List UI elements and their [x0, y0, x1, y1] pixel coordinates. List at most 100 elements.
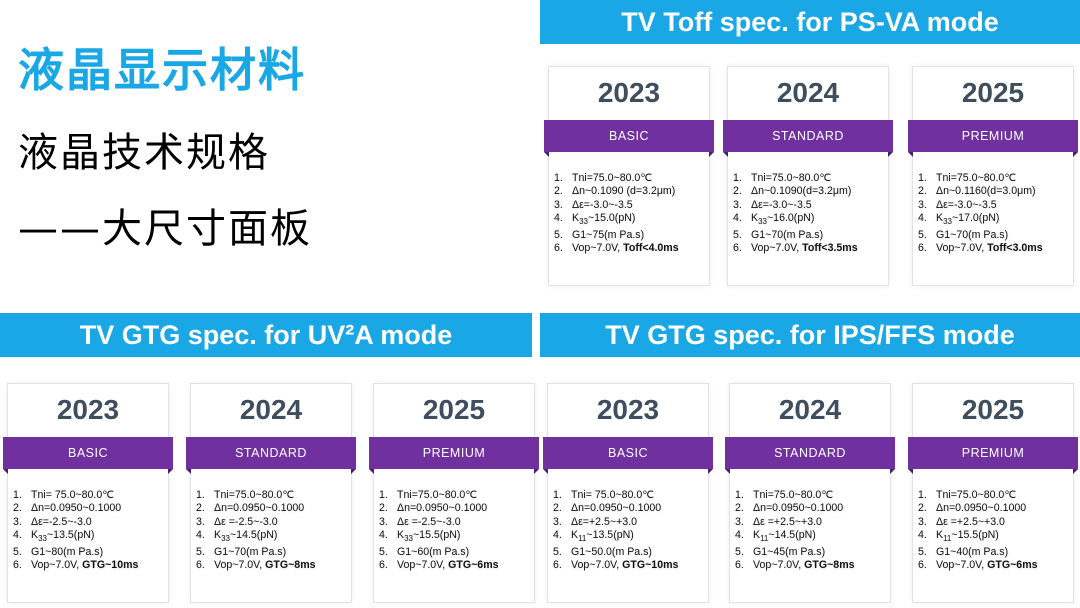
- card-year: 2024: [776, 77, 840, 108]
- tier-ribbon: PREMIUM: [908, 120, 1078, 157]
- spec-item-response: Vop~7.0V, Toff<3.5ms: [733, 242, 888, 255]
- spec-item: Δn=0.0950~0.1000: [397, 502, 488, 515]
- spec-item: G1~50.0(m Pa.s): [571, 545, 652, 558]
- page-title: 液晶显示材料: [18, 43, 306, 97]
- spec-card-psva-2025: 2025 PREMIUM Tni=75.0~80.0℃ Δn~0.1160(d=3.0…: [908, 66, 1078, 286]
- spec-list: Tni= 75.0~80.0℃ Δn=0.0950~0.1000 Δε=-2.5~-…: [8, 489, 168, 573]
- spec-item-response: Vop~7.0V, GTG~8ms: [735, 559, 890, 572]
- spec-item: Tni=75.0~80.0℃: [397, 489, 478, 501]
- spec-item: Tni=75.0~80.0℃: [753, 489, 834, 501]
- card-year: 2024: [778, 394, 842, 425]
- spec-item: Δε=-3.0~-3.5: [936, 198, 997, 211]
- spec-item: G1~60(m Pa.s): [397, 545, 470, 558]
- spec-item: G1~70(m Pa.s): [214, 545, 287, 558]
- spec-vop: Vop~7.0V,: [572, 242, 624, 255]
- spec-item: K33~14.5(pN): [214, 529, 278, 544]
- spec-item: Δn=0.0950~0.1000: [214, 502, 305, 515]
- card-year: 2025: [961, 77, 1025, 108]
- spec-item: Tni=75.0~80.0℃: [936, 489, 1017, 501]
- spec-item: G1~75(m Pa.s): [572, 228, 645, 241]
- spec-card-psva-2023: 2023 BASIC Tni=75.0~80.0℃ Δn~0.1090 (d=3.2μ…: [544, 66, 714, 286]
- spec-item: Tni= 75.0~80.0℃: [31, 489, 115, 501]
- section-banner-ips: TV GTG spec. for IPS/FFS mode: [540, 313, 1080, 357]
- spec-card-ips-2025: 2025 PREMIUM Tni=75.0~80.0℃ Δn=0.0950~0.100…: [908, 383, 1078, 603]
- spec-item: Δn=0.0950~0.1000: [571, 502, 662, 515]
- page-subtitle: 液晶技术规格: [18, 130, 270, 176]
- spec-item: Δε=-3.0~-3.5: [572, 198, 633, 211]
- card-year: 2025: [422, 394, 486, 425]
- spec-item: K33~17.0(pN): [936, 212, 1000, 227]
- spec-item: Δn~0.1160(d=3.0μm): [936, 185, 1036, 198]
- tier-ribbon: PREMIUM: [908, 437, 1078, 474]
- tier-ribbon: BASIC: [544, 120, 714, 157]
- spec-item: Δε =-2.5~-3.0: [397, 515, 461, 528]
- spec-item: G1~70(m Pa.s): [751, 228, 824, 241]
- spec-list: Tni=75.0~80.0℃ Δn~0.1090(d=3.2μm) Δε=-3.0~…: [728, 172, 888, 256]
- card-year: 2023: [56, 394, 120, 425]
- spec-item: K11~13.5(pN): [571, 529, 634, 544]
- spec-list: Tni=75.0~80.0℃ Δn=0.0950~0.1000 Δε =-2.5~-…: [191, 489, 351, 573]
- tier-ribbon: STANDARD: [725, 437, 895, 474]
- card-year: 2025: [961, 394, 1025, 425]
- tier-ribbon: STANDARD: [723, 120, 893, 157]
- spec-card-ips-2024: 2024 STANDARD Tni=75.0~80.0℃ Δn=0.0950~0.10…: [725, 383, 895, 603]
- spec-list: Tni=75.0~80.0℃ Δn~0.1160(d=3.0μm) Δε=-3.0~…: [913, 172, 1073, 256]
- section-banner-psva: TV Toff spec. for PS-VA mode: [540, 0, 1080, 44]
- spec-item: K33~13.5(pN): [31, 529, 95, 544]
- spec-item-response: Vop~7.0V, Toff<3.0ms: [918, 242, 1073, 255]
- spec-response-time: GTG~10ms: [622, 559, 679, 572]
- spec-response-time: GTG~8ms: [804, 559, 855, 572]
- spec-item: Tni=75.0~80.0℃: [572, 172, 653, 184]
- spec-item-response: Vop~7.0V, GTG~10ms: [553, 559, 708, 572]
- spec-item-response: Vop~7.0V, GTG~6ms: [379, 559, 534, 572]
- spec-item: Δn=0.0950~0.1000: [936, 502, 1027, 515]
- card-year: 2024: [239, 394, 303, 425]
- spec-list: Tni=75.0~80.0℃ Δn=0.0950~0.1000 Δε =+2.5~+…: [730, 489, 890, 573]
- spec-response-time: GTG~6ms: [448, 559, 499, 572]
- spec-item: K33~16.0(pN): [751, 212, 815, 227]
- spec-item: Δε =-2.5~-3.0: [214, 515, 278, 528]
- spec-item: K33~15.0(pN): [572, 212, 636, 227]
- spec-item: Δε=+2.5~+3.0: [571, 515, 637, 528]
- spec-vop: Vop~7.0V,: [571, 559, 623, 572]
- spec-item: Δε=-2.5~-3.0: [31, 515, 92, 528]
- spec-item: Δn~0.1090 (d=3.2μm): [572, 185, 676, 198]
- spec-vop: Vop~7.0V,: [936, 242, 988, 255]
- spec-item: G1~45(m Pa.s): [753, 545, 826, 558]
- spec-response-time: GTG~10ms: [82, 559, 139, 572]
- tier-ribbon: STANDARD: [186, 437, 356, 474]
- card-year: 2023: [596, 394, 660, 425]
- spec-item: K11~15.5(pN): [936, 529, 999, 544]
- spec-list: Tni=75.0~80.0℃ Δn~0.1090 (d=3.2μm) Δε=-3.0…: [549, 172, 709, 256]
- tier-ribbon: BASIC: [543, 437, 713, 474]
- tier-ribbon: BASIC: [3, 437, 173, 474]
- spec-item: G1~80(m Pa.s): [31, 545, 104, 558]
- spec-item: G1~40(m Pa.s): [936, 545, 1009, 558]
- spec-list: Tni=75.0~80.0℃ Δn=0.0950~0.1000 Δε =+2.5~+…: [913, 489, 1073, 573]
- tier-ribbon: PREMIUM: [369, 437, 539, 474]
- spec-response-time: Toff<3.0ms: [987, 242, 1043, 255]
- spec-card-uv2a-2025: 2025 PREMIUM Tni=75.0~80.0℃ Δn=0.0950~0.100…: [369, 383, 539, 603]
- spec-card-psva-2024: 2024 STANDARD Tni=75.0~80.0℃ Δn~0.1090(d=3.…: [723, 66, 893, 286]
- spec-card-ips-2023: 2023 BASIC Tni= 75.0~80.0℃ Δn=0.0950~0.1000…: [543, 383, 713, 603]
- spec-item: Δε =+2.5~+3.0: [753, 515, 822, 528]
- page-subtitle-2: ——大尺寸面板: [18, 206, 312, 252]
- spec-item: Δε=-3.0~-3.5: [751, 198, 812, 211]
- spec-item: Δn=0.0950~0.1000: [31, 502, 122, 515]
- spec-card-uv2a-2023: 2023 BASIC Tni= 75.0~80.0℃ Δn=0.0950~0.1000…: [3, 383, 173, 603]
- spec-response-time: Toff<3.5ms: [802, 242, 858, 255]
- spec-list: Tni= 75.0~80.0℃ Δn=0.0950~0.1000 Δε=+2.5~+…: [548, 489, 708, 573]
- spec-vop: Vop~7.0V,: [31, 559, 83, 572]
- spec-item: Tni=75.0~80.0℃: [214, 489, 295, 501]
- spec-item: G1~70(m Pa.s): [936, 228, 1009, 241]
- spec-item: K33~15.5(pN): [397, 529, 461, 544]
- spec-item-response: Vop~7.0V, GTG~6ms: [918, 559, 1073, 572]
- spec-vop: Vop~7.0V,: [397, 559, 449, 572]
- card-year: 2023: [597, 77, 661, 108]
- spec-item-response: Vop~7.0V, GTG~10ms: [13, 559, 168, 572]
- spec-vop: Vop~7.0V,: [214, 559, 266, 572]
- spec-item: Δn~0.1090(d=3.2μm): [751, 185, 852, 198]
- spec-item: K11~14.5(pN): [753, 529, 816, 544]
- section-banner-uv2a: TV GTG spec. for UV²A mode: [0, 313, 532, 357]
- spec-response-time: Toff<4.0ms: [623, 242, 679, 255]
